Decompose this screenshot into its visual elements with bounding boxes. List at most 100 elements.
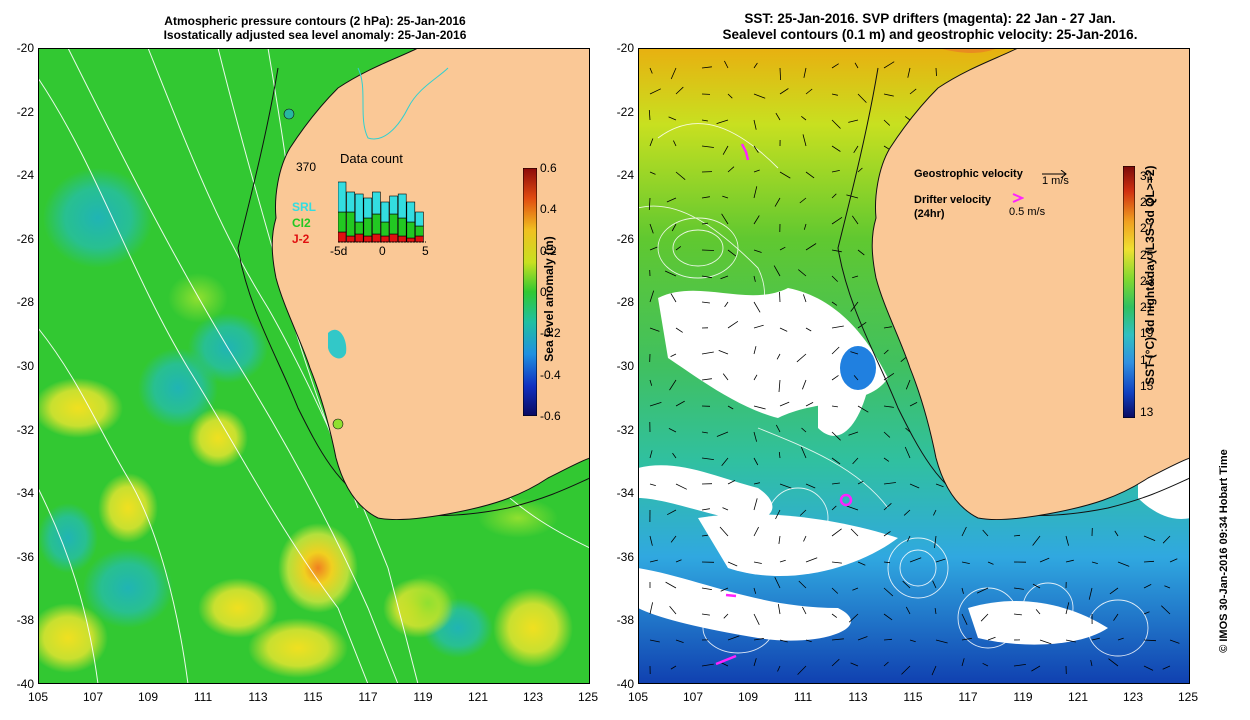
velocity-arrow [721, 213, 729, 225]
velocity-arrow [831, 457, 841, 465]
velocity-arrow [857, 480, 864, 485]
velocity-arrow [831, 93, 838, 96]
y-axis-tick-label: -24 [616, 168, 634, 183]
velocity-arrow [675, 86, 684, 95]
y-axis-tick-label: -38 [616, 613, 634, 628]
y-axis-tick-label: -40 [16, 677, 34, 691]
velocity-arrow [857, 93, 867, 103]
velocity-arrow [831, 216, 843, 225]
island-marker [283, 108, 295, 120]
velocity-arrow [701, 508, 710, 511]
velocity-arrow [803, 67, 807, 78]
velocity-arrow [753, 561, 762, 564]
velocity-arrow [777, 604, 781, 615]
velocity-arrow [718, 350, 729, 355]
velocity-arrow [848, 613, 859, 623]
velocity-arrow [831, 275, 838, 282]
velocity-arrow [719, 526, 729, 537]
velocity-arrow [701, 351, 714, 355]
velocity-arrow [1161, 605, 1171, 615]
velocity-arrow [850, 351, 859, 355]
velocity-arrow [701, 663, 714, 667]
velocity-arrow [796, 353, 807, 363]
x-axis-tick-label: 123 [522, 690, 544, 704]
velocity-arrow [753, 62, 758, 69]
velocity-arrow [831, 561, 842, 564]
velocity-arrow [805, 483, 816, 489]
velocity-arrow [753, 374, 758, 381]
velocity-arrow [982, 529, 989, 537]
velocity-arrow [649, 327, 660, 332]
velocity-arrow [852, 587, 859, 591]
velocity-arrow [1088, 587, 1093, 600]
velocity-arrow [1090, 660, 1093, 667]
velocity-arrow [1032, 535, 1041, 546]
velocity-arrow [803, 535, 807, 542]
velocity-arrow [701, 378, 712, 381]
velocity-arrow [649, 246, 658, 251]
australia-land-left [271, 48, 590, 521]
velocity-arrow [1117, 561, 1130, 567]
velocity-arrow [797, 665, 807, 675]
velocity-arrow [720, 587, 729, 592]
velocity-arrow [857, 321, 867, 329]
velocity-arrow [853, 145, 859, 154]
velocity-arrow [1039, 557, 1050, 563]
right-map-title: SST: 25-Jan-2016. SVP drifters (magenta)… [620, 11, 1240, 43]
right-map-frame [638, 48, 1190, 684]
y-axis-tick-label: -20 [16, 41, 34, 55]
velocity-arrow [831, 613, 838, 618]
velocity-arrow [775, 424, 781, 433]
velocity-arrow [883, 349, 889, 355]
velocity-arrow [805, 402, 814, 407]
velocity-arrow [799, 197, 807, 204]
shelf-edge-contour [237, 67, 590, 516]
velocity-arrow [675, 246, 682, 251]
velocity-arrow [831, 145, 841, 152]
colorbar-tick-label: -0.6 [540, 409, 561, 423]
x-axis-tick-label: 115 [303, 690, 323, 704]
velocity-arrow [935, 483, 944, 488]
velocity-arrow [883, 145, 890, 150]
velocity-arrow [753, 93, 766, 99]
velocity-arrow [1065, 602, 1070, 615]
velocity-arrow [909, 88, 917, 95]
velocity-arrow [774, 197, 781, 207]
velocity-arrow [883, 561, 891, 564]
sst-map[interactable]: Geostrophic velocity 1 m/s Drifter veloc… [638, 48, 1190, 684]
colorbar-tick-label: 27 [1140, 221, 1154, 236]
velocity-arrow [883, 638, 893, 641]
x-axis-tick-label: 125 [1177, 690, 1199, 704]
colorbar-tick-label: 0.4 [540, 202, 557, 217]
x-axis-tick-label: 105 [27, 690, 49, 704]
velocity-arrow [883, 661, 889, 667]
velocity-arrow [848, 431, 859, 436]
velocity-arrow [773, 265, 781, 277]
velocity-arrow [831, 301, 838, 306]
velocity-arrow [753, 457, 759, 466]
geostrophic-scale-value: 1 m/s [1042, 175, 1069, 187]
x-axis-tick-label: 107 [82, 690, 104, 704]
velocity-arrow [1143, 535, 1156, 541]
sea-level-anomaly-map[interactable]: 370 Data count SRL CI2 J-2 -5d 0 5 0.6 0.… [38, 48, 590, 684]
right-title-line2: Sealevel contours (0.1 m) and geostrophi… [722, 27, 1138, 42]
velocity-arrow [935, 67, 937, 77]
velocity-arrow [668, 428, 677, 433]
velocity-arrow [727, 249, 737, 257]
velocity-arrow [670, 665, 677, 670]
velocity-arrow [777, 665, 781, 672]
y-axis-tick-label: -20 [616, 41, 634, 55]
velocity-arrow [669, 379, 677, 391]
velocity-arrow [831, 482, 840, 485]
velocity-arrow [903, 509, 911, 516]
velocity-arrow [649, 138, 654, 147]
velocity-arrow [848, 119, 859, 123]
drifter-track [715, 654, 737, 666]
velocity-arrow [931, 665, 937, 676]
velocity-arrow [1117, 637, 1124, 641]
velocity-arrow [883, 326, 892, 329]
inset-bar-segment [338, 181, 347, 213]
velocity-arrow [805, 557, 818, 563]
velocity-arrow [831, 346, 840, 355]
x-axis-tick-label: 105 [627, 690, 649, 704]
